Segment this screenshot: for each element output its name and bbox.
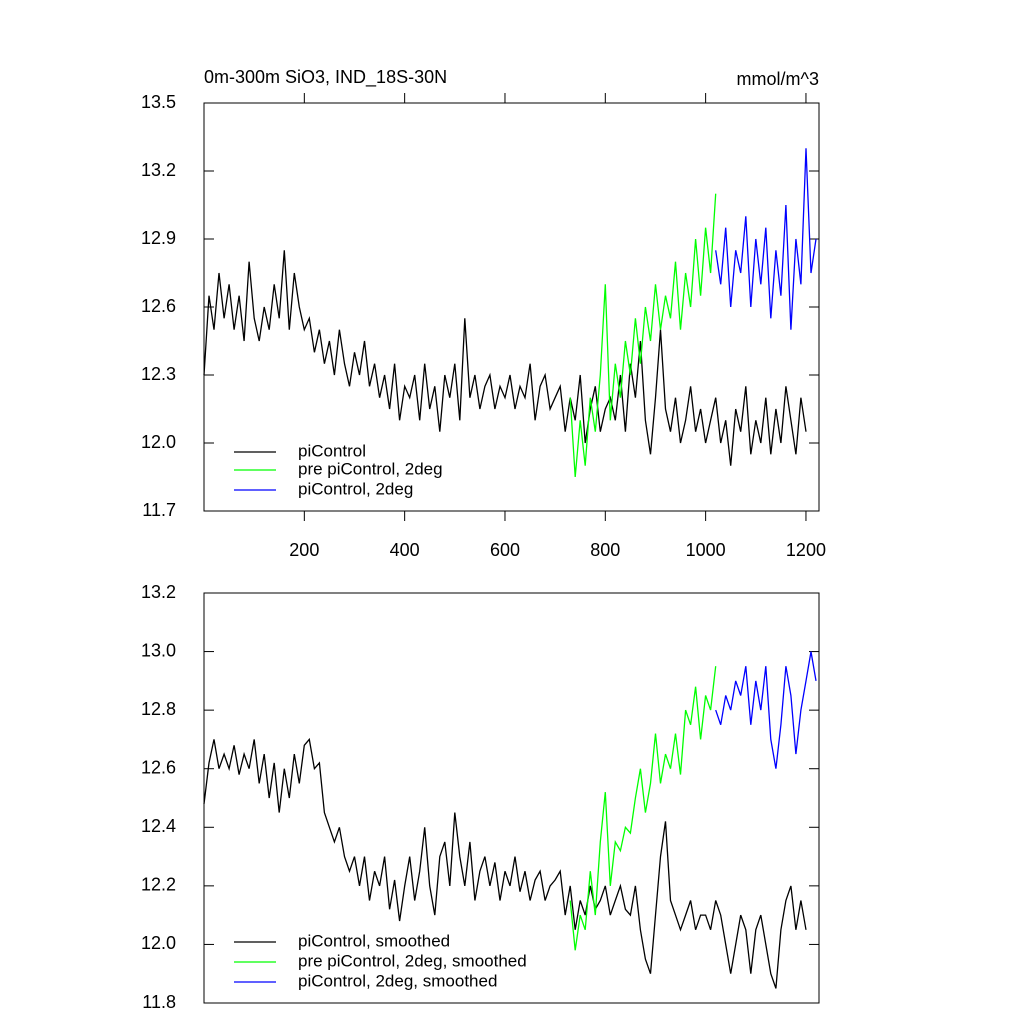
- legend-label: piControl, 2deg, smoothed: [298, 971, 497, 990]
- y-tick-label: 13.5: [141, 92, 176, 112]
- y-tick-label: 12.6: [141, 757, 176, 777]
- series-line: [715, 651, 817, 769]
- x-tick-label: 1200: [786, 540, 826, 560]
- y-tick-label: 12.0: [141, 933, 176, 953]
- y-tick-label: 13.0: [141, 640, 176, 660]
- y-tick-label: 12.9: [141, 228, 176, 248]
- x-tick-label: 200: [289, 540, 319, 560]
- y-tick-label: 12.6: [141, 296, 176, 316]
- legend-label: pre piControl, 2deg: [298, 459, 443, 478]
- legend-label: pre piControl, 2deg, smoothed: [298, 951, 527, 970]
- y-tick-label: 12.8: [141, 699, 176, 719]
- x-tick-label: 800: [590, 540, 620, 560]
- chart-title: 0m-300m SiO3, IND_18S-30N: [204, 67, 447, 88]
- series-line: [203, 250, 807, 466]
- y-tick-label: 12.3: [141, 364, 176, 384]
- x-tick-label: 1000: [686, 540, 726, 560]
- y-tick-label: 12.2: [141, 875, 176, 895]
- legend-label: piControl, 2deg: [298, 479, 413, 498]
- series-line: [203, 737, 807, 989]
- legend-label: piControl: [298, 441, 366, 460]
- y-tick-label: 13.2: [141, 160, 176, 180]
- legend-label: piControl, smoothed: [298, 931, 450, 950]
- y-tick-label: 11.7: [142, 500, 176, 520]
- y-tick-label: 12.4: [141, 816, 176, 836]
- y-tick-label: 12.0: [141, 432, 176, 452]
- x-tick-label: 400: [390, 540, 420, 560]
- y-tick-label: 13.2: [141, 582, 176, 602]
- series-line: [569, 666, 717, 951]
- y-tick-label: 11.8: [142, 992, 176, 1012]
- units-label: mmol/m^3: [737, 69, 819, 89]
- plot-frame: [203, 592, 820, 1004]
- series-line: [715, 148, 817, 330]
- series-line: [569, 193, 717, 478]
- plot-frame: [203, 102, 820, 512]
- x-tick-label: 600: [490, 540, 520, 560]
